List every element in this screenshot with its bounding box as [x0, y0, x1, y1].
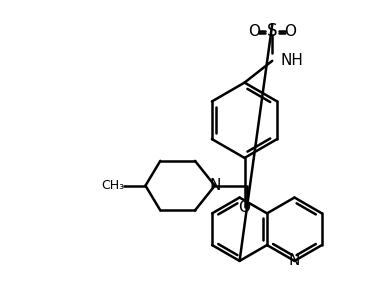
Text: NH: NH [280, 53, 303, 68]
Text: O: O [238, 200, 251, 215]
Text: CH₃: CH₃ [101, 179, 124, 192]
Text: O: O [249, 24, 260, 39]
Text: O: O [284, 24, 296, 39]
Text: S: S [267, 22, 277, 40]
Text: N: N [289, 253, 300, 268]
Text: N: N [209, 178, 221, 193]
